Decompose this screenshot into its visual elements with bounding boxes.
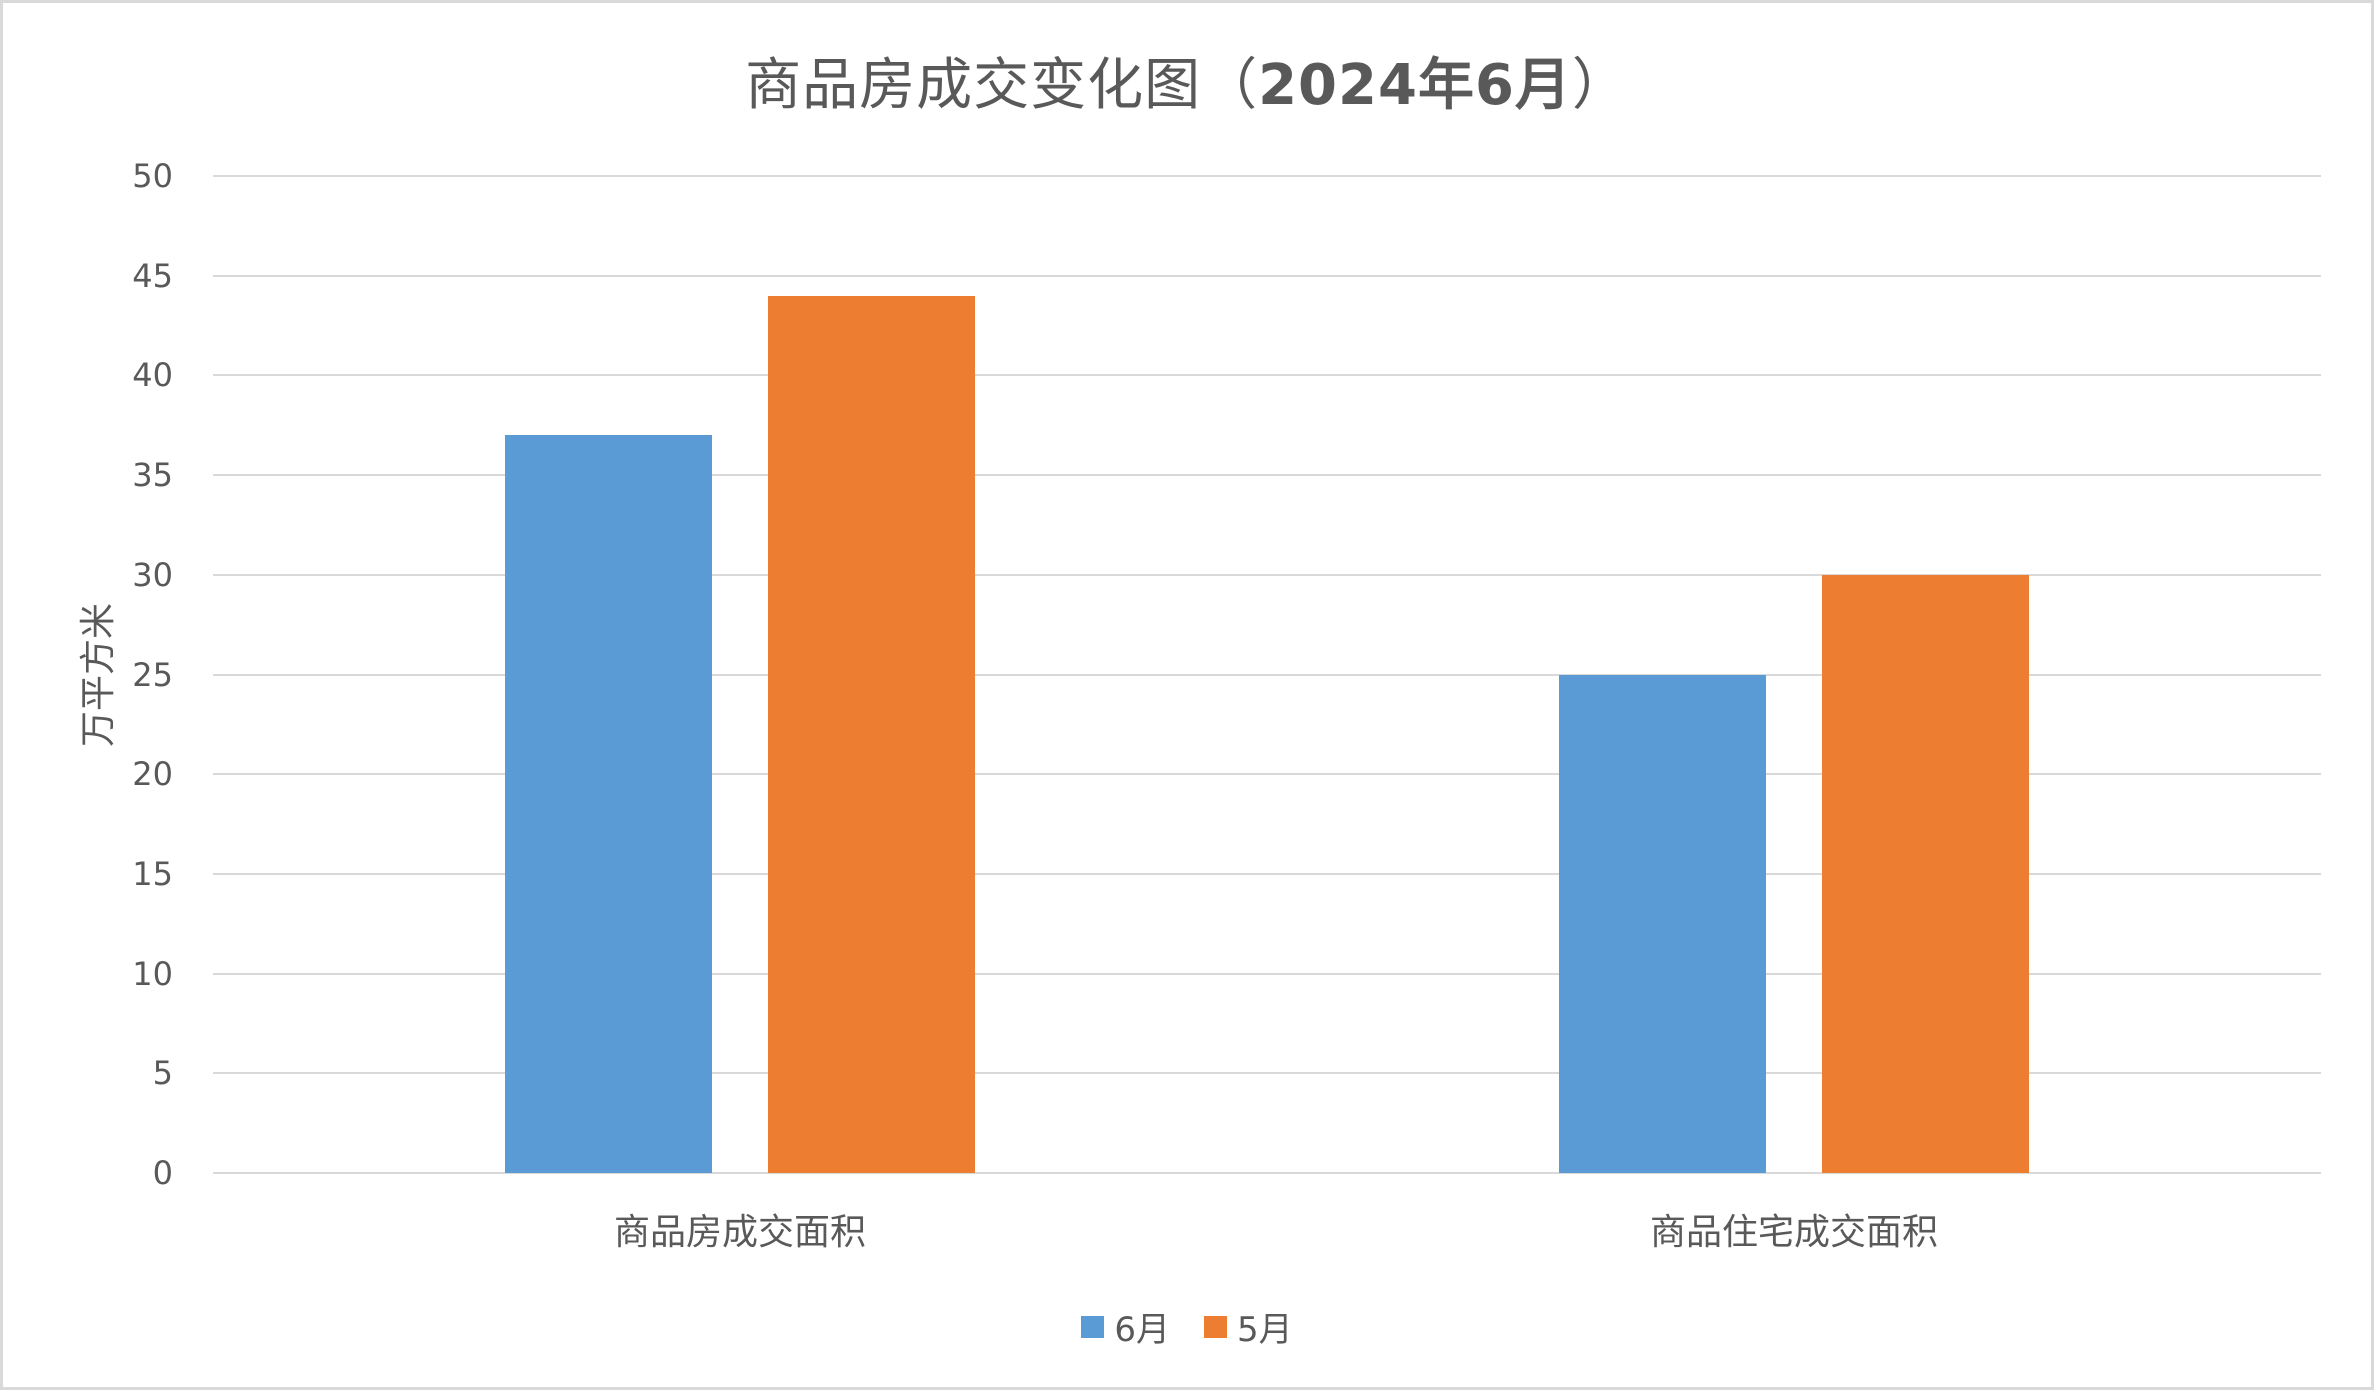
legend-label: 6月 [1114,1310,1170,1350]
gridline [213,175,2321,177]
y-tick-label: 30 [132,555,173,594]
y-tick-label: 10 [132,954,173,993]
plot-area [213,175,2321,1174]
legend-label: 5月 [1237,1310,1293,1350]
gridline [213,972,2321,975]
legend: 6月 5月 [0,1302,2374,1351]
y-tick-label: 5 [152,1054,173,1093]
gridline [213,1072,2321,1075]
gridline [213,673,2321,676]
legend-swatch-icon [1204,1315,1227,1338]
y-tick-label: 50 [132,157,173,195]
gridline [213,274,2321,277]
chart-title-prefix: 商品房成交变化图（ [745,53,1259,118]
gridline [213,474,2321,477]
bar-june-2 [1559,674,1766,1173]
y-tick-label: 0 [152,1154,173,1192]
x-category-label: 商品住宅成交面积 [1649,1212,1939,1253]
gridline [213,773,2321,776]
bar-may-2 [1822,574,2029,1173]
chart-title: 商品房成交变化图（2024年6月） [0,40,2374,121]
bar-may-1 [768,295,975,1173]
chart-title-suffix: ） [1571,53,1629,118]
y-tick-label: 15 [132,854,173,893]
y-tick-label: 20 [132,755,173,794]
legend-item: 5月 [1204,1302,1293,1351]
x-category-label: 商品房成交面积 [613,1212,867,1253]
gridline [213,1172,2321,1174]
y-tick-label: 25 [132,655,173,694]
gridline [213,374,2321,377]
legend-swatch-icon [1081,1315,1105,1338]
y-tick-label: 45 [132,256,173,295]
bar-june-1 [505,435,712,1173]
legend-item: 6月 [1081,1302,1170,1351]
gridline [213,573,2321,576]
y-tick-label: 40 [132,356,173,395]
gridline [213,872,2321,875]
y-tick-label: 35 [132,456,173,495]
chart-title-date: 2024年6月 [1258,53,1572,118]
